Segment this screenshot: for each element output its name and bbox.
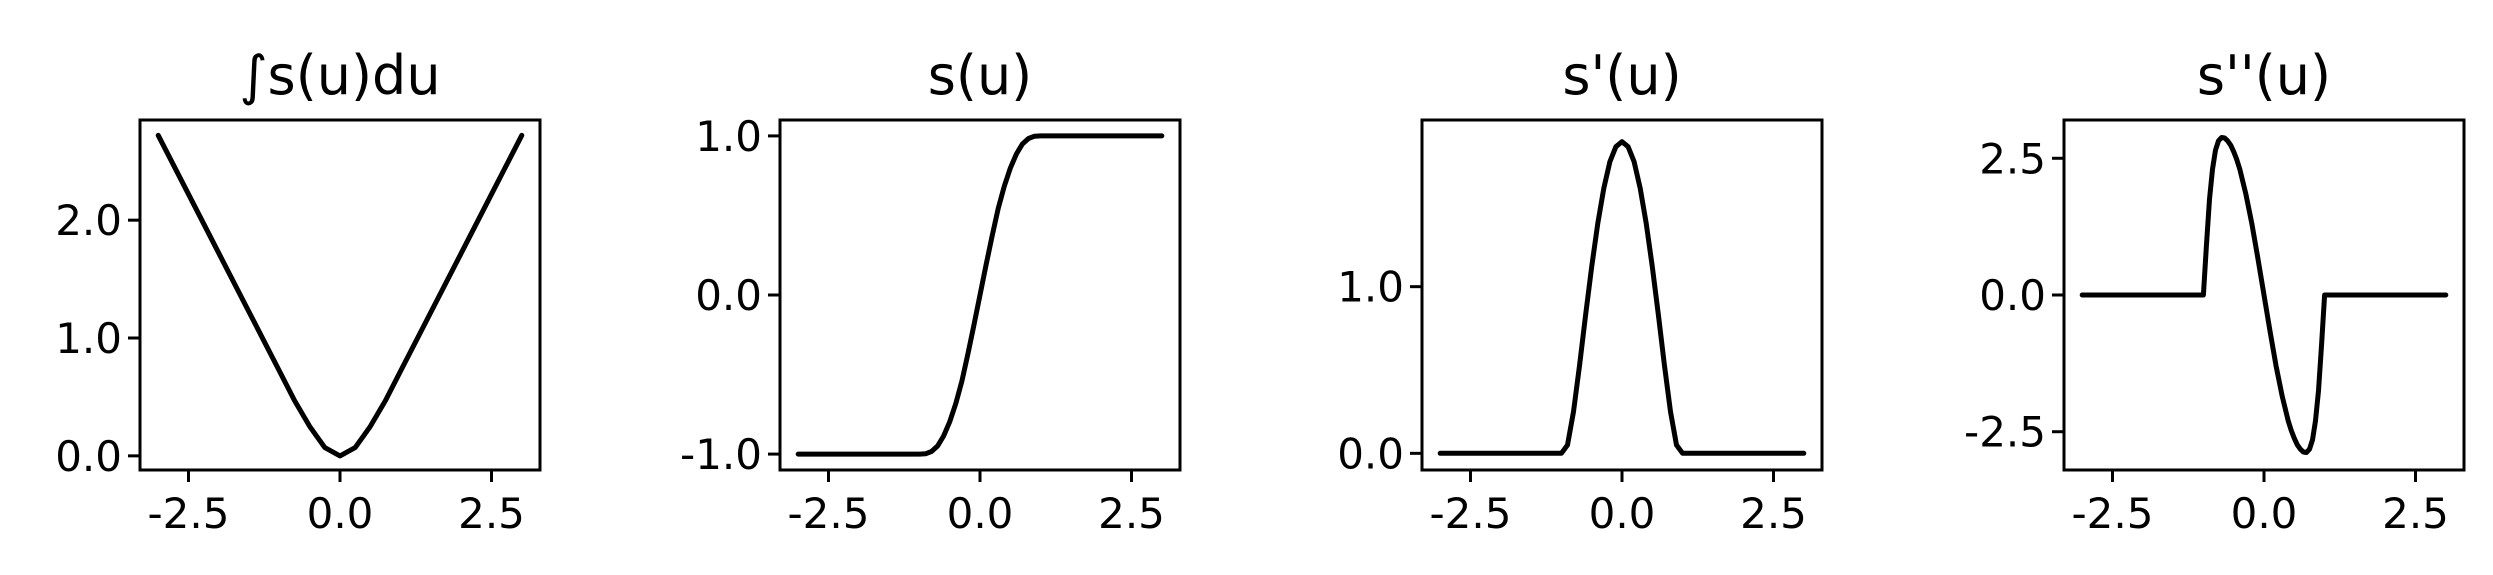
subplot-s-xtick-label: 0.0 (947, 489, 1014, 538)
subplot-s-double-prime-ytick-label: 2.5 (1979, 134, 2046, 183)
subplot-s-prime-xtick-label: 2.5 (1740, 489, 1807, 538)
subplot-integral-ytick-label: 2.0 (55, 196, 122, 245)
subplot-integral-title: ∫s(u)du (239, 44, 440, 107)
subplot-s-prime: s'(u) -2.5 0.0 2.5 0.0 1.0 (1337, 44, 1824, 538)
subplot-s-double-prime-ytick-label: 0.0 (1979, 271, 2046, 320)
subplot-s-double-prime-xtick-label: -2.5 (2072, 489, 2154, 538)
subplot-integral-xtick-label: 2.5 (458, 489, 525, 538)
subplot-s-prime-xtick-label: 0.0 (1589, 489, 1656, 538)
subplot-s-prime-xtick-label: -2.5 (1430, 489, 1512, 538)
subplot-s-xtick-label: -2.5 (788, 489, 870, 538)
subplot-integral-ytick-label: 1.0 (55, 314, 122, 363)
subplot-s-double-prime-xtick-label: 2.5 (2382, 489, 2449, 538)
subplot-s-double-prime-title: s''(u) (2197, 44, 2331, 107)
subplot-s-title: s(u) (928, 44, 1033, 107)
subplot-s-xtick-label: 2.5 (1098, 489, 1165, 538)
subplot-s-double-prime-xtick-label: 0.0 (2231, 489, 2298, 538)
subplot-integral-xtick-label: -2.5 (148, 489, 230, 538)
subplot-integral: ∫s(u)du -2.5 0.0 2.5 0.0 1.0 2.0 (55, 44, 542, 538)
subplot-s-prime-ytick-label: 1.0 (1337, 263, 1404, 312)
subplot-s-prime-title: s'(u) (1562, 44, 1681, 107)
subplot-s: s(u) -2.5 0.0 2.5 -1.0 0.0 1.0 (680, 44, 1182, 538)
subplot-s-double-prime-curve-0 (2079, 135, 2449, 455)
subplot-integral-xtick-label: 0.0 (307, 489, 374, 538)
subplot-integral-ytick-label: 0.0 (55, 432, 122, 481)
subplot-s-prime-curve-0 (1437, 139, 1807, 456)
subplot-s-ytick-label: 0.0 (695, 271, 762, 320)
subplot-s-double-prime: s''(u) -2.5 0.0 2.5 -2.5 0.0 2.5 (1964, 44, 2466, 538)
subplot-s-prime-ytick-label: 0.0 (1337, 429, 1404, 478)
subplot-integral-curve-0 (155, 132, 525, 459)
subplot-s-curve-0 (795, 133, 1165, 457)
subplot-s-ytick-label: 1.0 (695, 112, 762, 161)
subplot-s-ytick-label: -1.0 (680, 430, 762, 479)
subplot-s-double-prime-ytick-label: -2.5 (1964, 408, 2046, 457)
